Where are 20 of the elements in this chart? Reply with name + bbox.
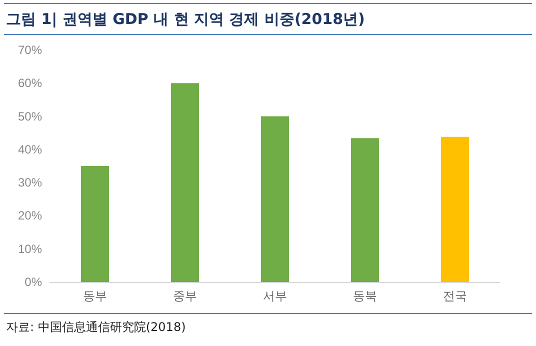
x-tick-label: 중부	[173, 289, 197, 303]
y-tick-label: 50%	[18, 109, 42, 124]
bar	[171, 83, 199, 282]
bar	[81, 166, 109, 282]
y-tick-label: 30%	[18, 176, 42, 190]
x-tick-label: 서부	[263, 289, 287, 303]
bar	[261, 116, 289, 282]
chart-title: 그림 1| 권역별 GDP 내 현 지역 경제 비중(2018년)	[4, 3, 532, 35]
y-tick-label: 10%	[18, 242, 42, 256]
y-tick-label: 40%	[18, 142, 42, 156]
bar	[441, 136, 469, 282]
x-tick-label: 동부	[83, 289, 107, 303]
x-tick-label: 전국	[443, 289, 467, 303]
x-tick-label: 동북	[353, 289, 377, 303]
y-tick-label: 20%	[18, 208, 42, 223]
text: 자료: 中国信息通信研究院(2018)	[4, 313, 532, 341]
y-tick-label: 70%	[18, 43, 42, 57]
y-tick-label: 60%	[18, 76, 42, 90]
y-tick-label: 0%	[24, 275, 42, 289]
bar	[351, 138, 379, 282]
